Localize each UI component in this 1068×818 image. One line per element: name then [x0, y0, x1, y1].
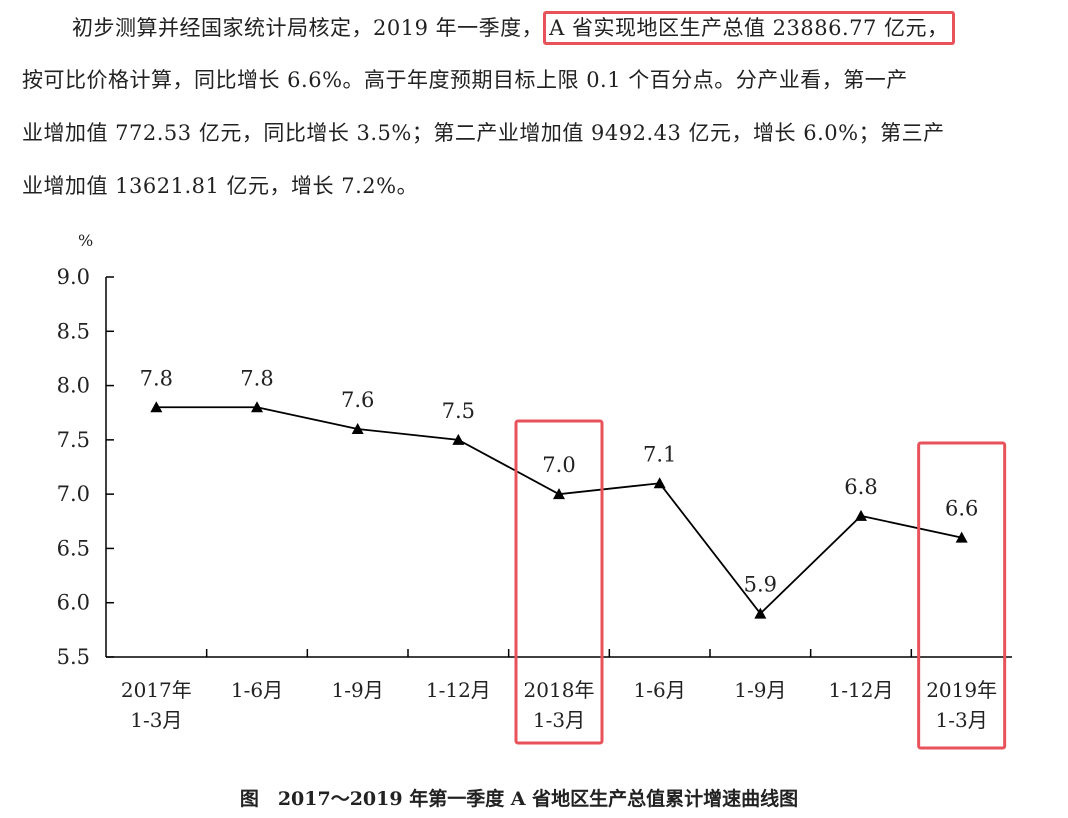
x-tick-label: 1-6月 [231, 678, 283, 702]
y-axis-unit: % [78, 231, 93, 250]
x-tick-label: 2017年 [121, 678, 192, 702]
line-chart: % 9.0 8.5 8.0 7.5 7.0 6.5 6.0 5.5 2017年 1-3月 1-6月 1-… [57, 231, 1012, 750]
data-point-marker [653, 477, 666, 489]
data-label: 7.1 [643, 442, 676, 466]
data-label: 7.8 [140, 366, 173, 390]
highlight-box [917, 441, 1007, 750]
data-label: 6.6 [945, 497, 978, 521]
highlight-box [514, 419, 604, 745]
y-tick-label: 5.5 [57, 645, 90, 669]
data-label: 6.8 [844, 475, 877, 499]
x-tick-label: 1-3月 [936, 708, 988, 732]
data-label: 5.9 [744, 573, 777, 597]
data-label: 7.6 [341, 388, 374, 412]
x-tick-label: 1-6月 [634, 678, 686, 702]
chart-caption: 图 2017～2019 年第一季度 A 省地区生产总值累计增速曲线图 [239, 788, 799, 810]
series-line [156, 406, 962, 615]
y-tick-label: 6.5 [57, 536, 90, 560]
y-tick-label: 7.5 [57, 428, 90, 452]
x-tick-label: 1-9月 [332, 678, 384, 702]
data-point-marker [452, 433, 465, 445]
data-point-marker [553, 488, 565, 500]
data-point-marker [251, 401, 263, 413]
y-tick-label: 9.0 [57, 265, 90, 289]
x-tick-label: 1-12月 [829, 678, 894, 702]
x-tick-label: 1-9月 [734, 678, 786, 702]
y-tick-label: 6.0 [57, 591, 90, 615]
paragraph-line-3: 业增加值 772.53 亿元，同比增长 3.5%；第二产业增加值 9492.43… [22, 121, 945, 145]
y-tick-label: 8.5 [57, 319, 90, 343]
data-label: 7.5 [442, 399, 475, 423]
data-point-marker [955, 531, 968, 543]
y-tick-label: 8.0 [57, 374, 90, 398]
paragraph-line-4: 业增加值 13621.81 亿元，增长 7.2%。 [22, 174, 419, 198]
data-point-marker [855, 509, 867, 521]
y-tick-label: 7.0 [57, 482, 90, 506]
x-tick-label: 1-12月 [426, 678, 491, 702]
x-tick-label: 2018年 [524, 678, 595, 702]
data-label: 7.0 [542, 453, 575, 477]
paragraph-line-1: 初步测算并经国家统计局核定，2019 年一季度， A 省实现地区生产总值 2388… [72, 11, 955, 45]
data-point-marker [150, 401, 163, 413]
data-point-marker [754, 607, 767, 619]
x-tick-label: 1-3月 [130, 708, 182, 732]
highlighted-text: A 省实现地区生产总值 23886.77 亿元， [543, 11, 955, 45]
paragraph-line-2: 按可比价格计算，同比增长 6.6%。高于年度预期目标上限 0.1 个百分点。分产… [22, 68, 908, 92]
x-tick-label: 2019年 [926, 678, 997, 702]
data-point-marker [351, 423, 364, 434]
x-tick-label: 1-3月 [533, 708, 585, 732]
data-label: 7.8 [240, 366, 273, 390]
paragraph-text: 初步测算并经国家统计局核定，2019 年一季度， [72, 16, 544, 40]
